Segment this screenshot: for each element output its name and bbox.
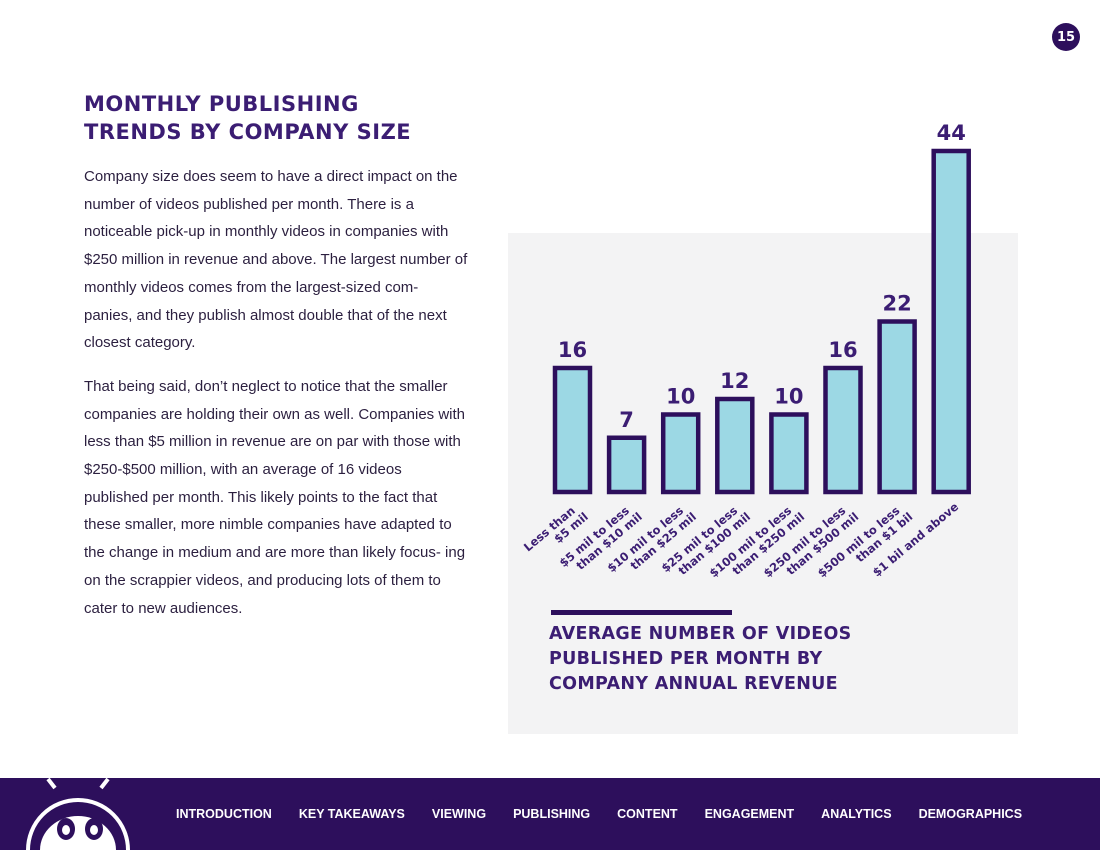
data-label-1: 16 [558,338,587,362]
nav-publishing[interactable]: PUBLISHING [513,807,591,821]
bar-7 [877,319,917,495]
nav-key-takeaways[interactable]: KEY TAKEAWAYS [298,807,405,821]
chart-caption: AVERAGE NUMBER OF VIDEOS PUBLISHED PER M… [549,622,879,697]
bar-4 [715,396,755,495]
bar-1 [552,365,593,495]
footer-nav: INTRODUCTION KEY TAKEAWAYS VIEWING PUBLI… [176,778,1049,850]
section-title-line-2: TRENDS BY COMPANY SIZE [84,120,412,144]
paragraph-2: That being said, don’t neglect to notice… [84,377,466,617]
bar-5 [769,412,809,495]
data-label-6: 16 [828,338,857,362]
robot-mascot-icon [26,778,130,850]
nav-analytics[interactable]: ANALYTICS [821,807,892,821]
footer-bar: INTRODUCTION KEY TAKEAWAYS VIEWING PUBLI… [0,778,1100,850]
bar-2 [606,435,647,495]
page-number: 15 [1052,23,1080,51]
paragraph-1: Company size does seem to have a direct … [84,168,468,352]
data-label-7: 22 [882,292,911,316]
data-label-2: 7 [619,408,634,432]
data-label-5: 10 [774,385,803,409]
data-label-4: 12 [720,369,749,393]
section-title: MONTHLY PUBLISHING TRENDS BY COMPANY SIZ… [84,90,484,146]
nav-demographics[interactable]: DEMOGRAPHICS [918,807,1023,821]
nav-viewing[interactable]: VIEWING [431,807,487,821]
nav-engagement[interactable]: ENGAGEMENT [704,807,795,821]
chart-caption-line-2: PUBLISHED PER MONTH BY [549,649,823,669]
body-text: Company size does seem to have a direct … [84,163,470,638]
section-title-line-1: MONTHLY PUBLISHING [84,92,359,116]
caption-rule [551,610,732,615]
bar-8 [931,148,971,495]
chart-caption-line-1: AVERAGE NUMBER OF VIDEOS [549,624,852,644]
data-label-8: 44 [937,121,966,145]
data-label-3: 10 [666,385,695,409]
bar-3 [660,412,701,495]
bar-6 [823,365,863,495]
nav-introduction[interactable]: INTRODUCTION [176,807,272,821]
nav-content[interactable]: CONTENT [617,807,678,821]
chart-caption-line-3: COMPANY ANNUAL REVENUE [549,674,838,694]
